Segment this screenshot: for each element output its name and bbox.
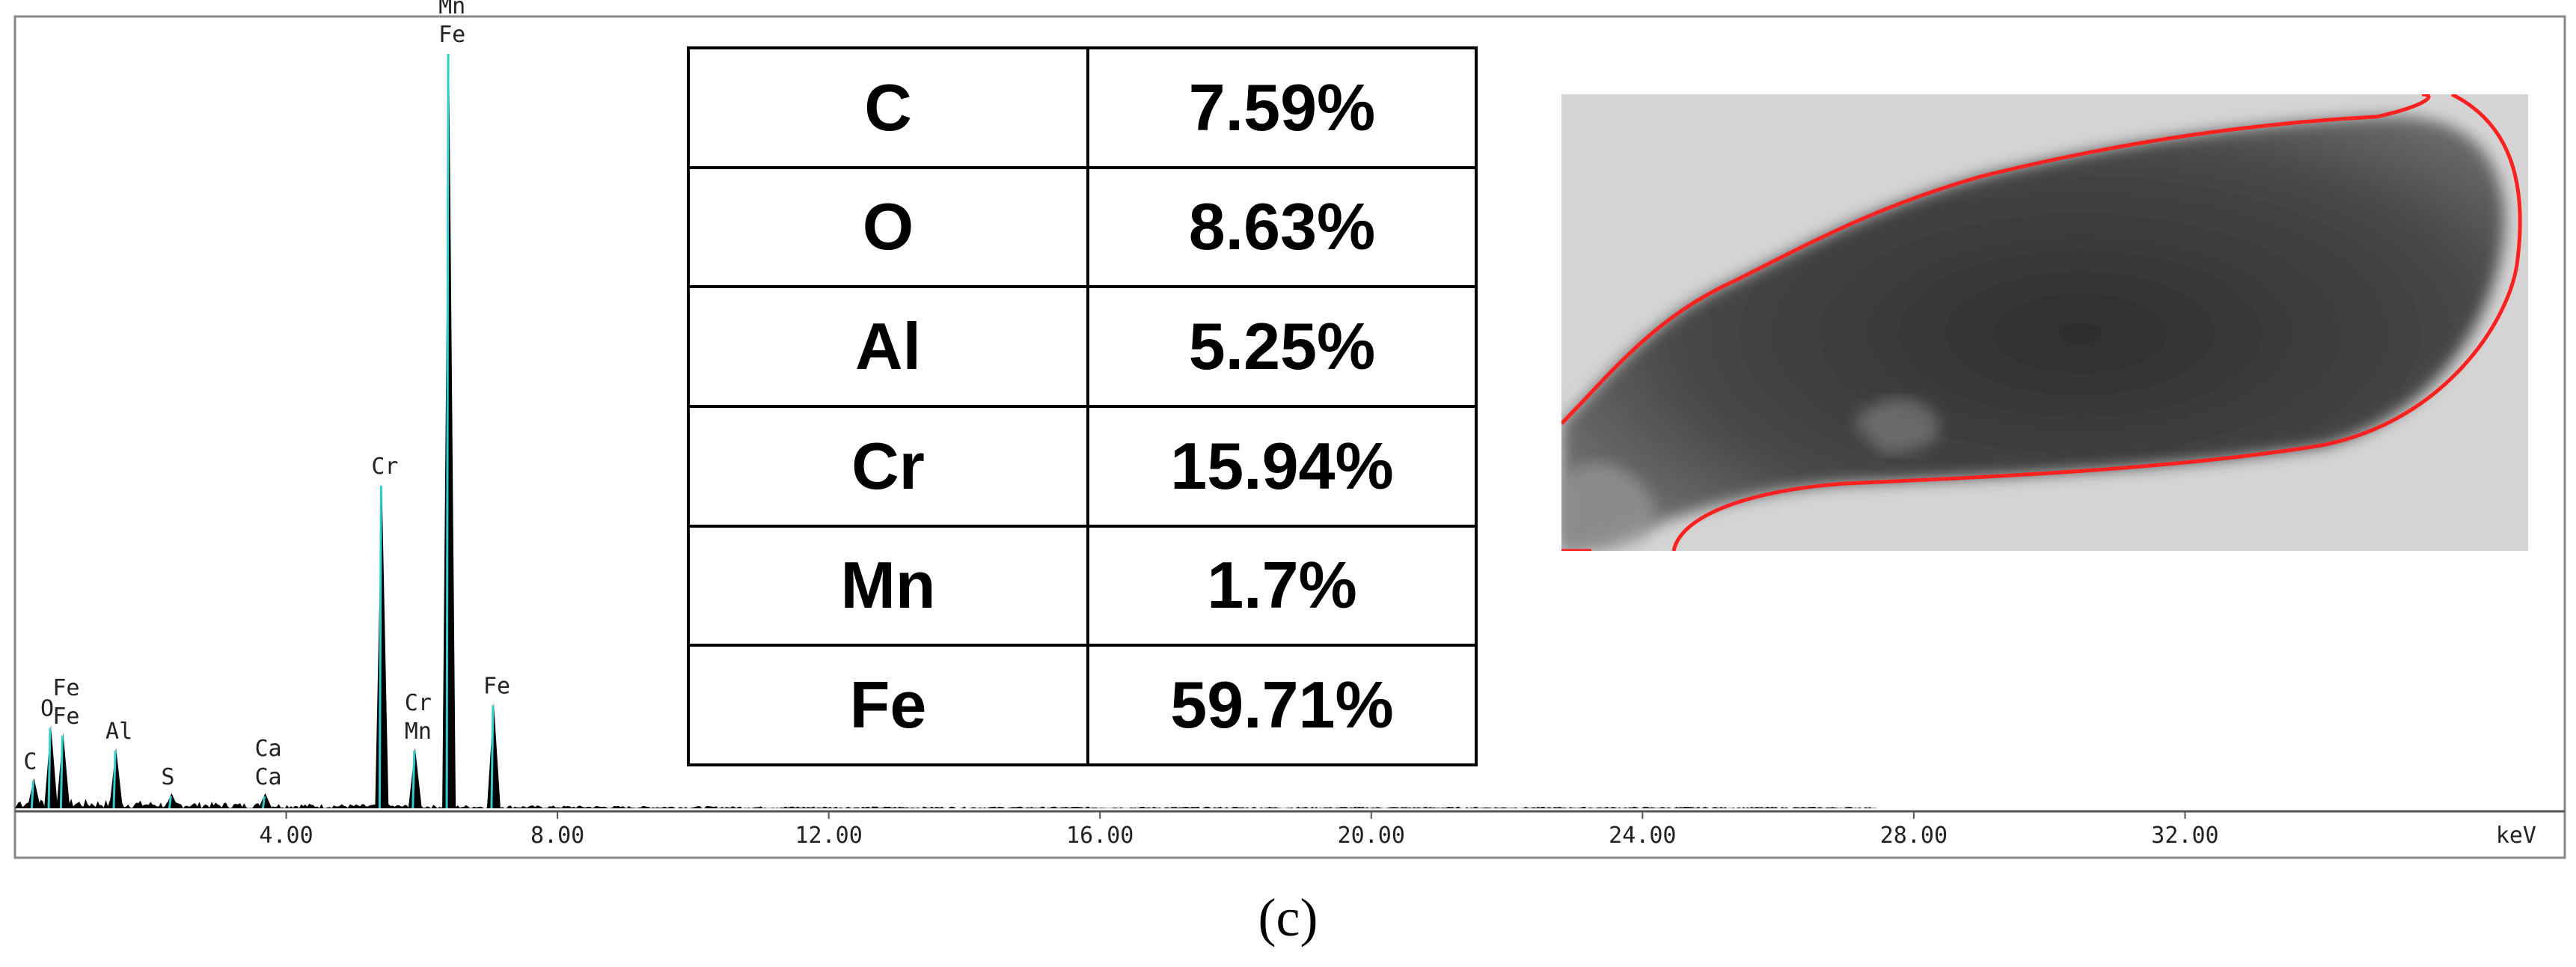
- x-tick-label: 24.00: [1609, 823, 1676, 849]
- peak-label: Al: [105, 719, 132, 745]
- spectrum-peak: [442, 51, 456, 808]
- spectrum-peak-highlight: [30, 781, 34, 809]
- spectrum-peak: [375, 482, 389, 808]
- spectrum-peak-highlight: [378, 485, 382, 809]
- particle-body: [1561, 116, 2505, 551]
- x-tick-label: 16.00: [1066, 823, 1133, 849]
- spectrum-peak-highlight: [445, 53, 450, 809]
- x-unit-label: keV: [2496, 823, 2536, 849]
- x-tick-label: 20.00: [1338, 823, 1405, 849]
- peak-label: Fe: [52, 704, 79, 730]
- x-tick-label: 4.00: [259, 823, 313, 849]
- peak-label: Ca: [254, 764, 281, 790]
- chart-frame: [13, 15, 2566, 859]
- peak-label: Fe: [52, 675, 79, 701]
- composition-table: C 7.59% O 8.63% Al 5.25% Cr 15.94% Mn 1.7% Fe 59.71…: [687, 46, 1478, 766]
- element-cell: C: [687, 46, 1089, 169]
- figure-caption: (c): [1258, 888, 1318, 948]
- sem-micrograph: [1561, 94, 2528, 551]
- region-outline: [1561, 94, 2522, 551]
- spectrum-peak-highlight: [490, 705, 495, 809]
- element-cell: Cr: [687, 404, 1089, 528]
- spectrum-peak: [44, 725, 58, 808]
- spectrum-peak: [408, 748, 422, 808]
- composition-row: Mn 1.7%: [687, 524, 1478, 647]
- element-cell: Al: [687, 285, 1089, 408]
- peak-label: Cr: [371, 454, 398, 480]
- x-tick-label: 28.00: [1880, 823, 1948, 849]
- composition-row: Cr 15.94%: [687, 404, 1478, 528]
- percentage-cell: 8.63%: [1086, 165, 1478, 289]
- percentage-cell: 5.25%: [1086, 285, 1478, 408]
- percentage-cell: 59.71%: [1086, 644, 1478, 766]
- peak-label: Fe: [438, 22, 465, 48]
- peak-label: O: [40, 696, 54, 722]
- percentage-cell: 15.94%: [1086, 404, 1478, 528]
- spectrum-peak-highlight: [112, 751, 117, 809]
- composition-row: O 8.63%: [687, 165, 1478, 289]
- composition-row: Al 5.25%: [687, 285, 1478, 408]
- percentage-cell: 1.7%: [1086, 524, 1478, 647]
- spectrum-peak: [258, 793, 272, 808]
- element-cell: Mn: [687, 524, 1089, 647]
- spectrum-peak: [27, 778, 41, 808]
- sem-image-svg: [1561, 94, 2528, 551]
- peak-label: C: [23, 749, 37, 775]
- peak-label: Cr: [405, 690, 432, 716]
- composition-row: Fe 59.71%: [687, 644, 1478, 766]
- spectrum-peak-highlight: [168, 796, 172, 809]
- composition-row: C 7.59%: [687, 46, 1478, 169]
- spectrum-peak: [56, 732, 70, 808]
- peak-label: Mn: [438, 0, 465, 19]
- tick-layer: 4.00 8.00 12.00 16.00 20.00 24.00 28.00 32.00: [259, 811, 2219, 849]
- spectrum-peak-highlight: [47, 727, 52, 809]
- spectrum-peak-highlight: [412, 751, 416, 809]
- light-blob: [1853, 398, 1940, 454]
- spectrum-noise-floor: [15, 798, 1880, 808]
- spectrum-peak: [109, 748, 123, 808]
- peak-label: Fe: [483, 673, 510, 699]
- x-tick-label: 8.00: [530, 823, 584, 849]
- element-cell: Fe: [687, 644, 1089, 766]
- spectrum-peak: [486, 702, 501, 808]
- spectrum-peak: [165, 793, 179, 808]
- spectrum-layer: [15, 51, 1880, 809]
- peak-label: S: [161, 764, 174, 790]
- element-cell: O: [687, 165, 1089, 289]
- peak-label: Ca: [254, 736, 281, 762]
- peak-label: Mn: [405, 719, 432, 745]
- x-tick-label: 12.00: [795, 823, 863, 849]
- light-blob: [1561, 463, 1656, 551]
- spectrum-peak-highlight: [261, 796, 266, 809]
- percentage-cell: 7.59%: [1086, 46, 1478, 169]
- spectrum-peak-highlight: [59, 735, 64, 809]
- x-tick-label: 32.00: [2151, 823, 2218, 849]
